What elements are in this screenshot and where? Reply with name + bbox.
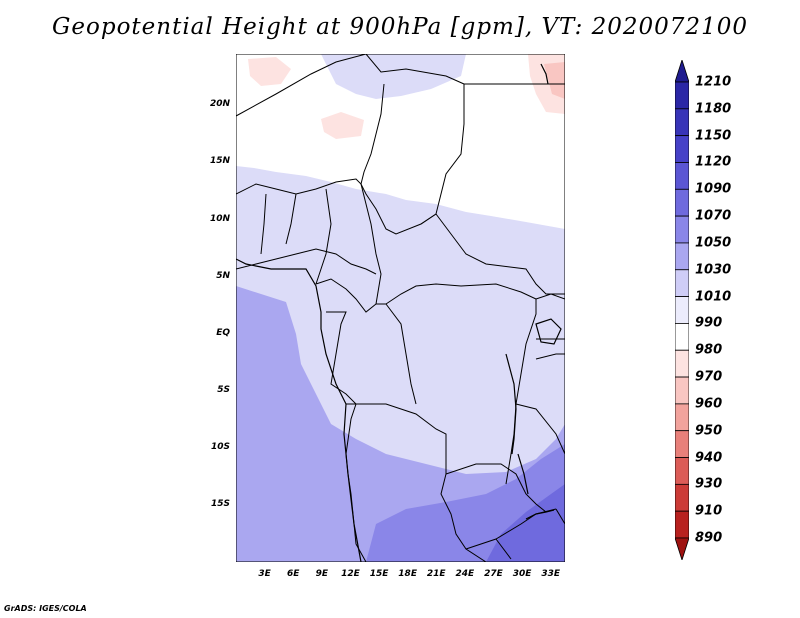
lon-tick-label: 3E xyxy=(258,569,271,579)
lon-tick-label: 18E xyxy=(398,569,417,579)
lon-tick-label: 9E xyxy=(315,569,329,579)
colorbar-segment xyxy=(675,376,689,405)
colorbar-segment xyxy=(675,323,689,351)
colorbar-level-label: 1070 xyxy=(695,208,732,224)
colorbar-level-label: 1150 xyxy=(695,128,732,144)
height-field-south-1050 xyxy=(236,286,565,562)
height-field-pink-ne-darker xyxy=(544,62,565,99)
lat-tick-label: 10S xyxy=(210,441,230,452)
colorbar-level-label: 1090 xyxy=(695,181,732,197)
lon-tick-label: 21E xyxy=(426,569,446,579)
colorbar-segment xyxy=(675,215,689,244)
colorbar-segment xyxy=(675,188,689,217)
colorbar-segment xyxy=(675,242,689,271)
lat-tick-label: 5N xyxy=(216,270,230,281)
height-field-north-white xyxy=(236,54,565,229)
lon-tick-label: 33E xyxy=(541,569,561,579)
lat-tick-label: 5S xyxy=(217,384,230,395)
lat-tick-label: 15S xyxy=(210,498,230,509)
colorbar-level-label: 1210 xyxy=(695,74,732,90)
colorbar-level-label: 930 xyxy=(695,476,723,492)
lat-tick-label: EQ xyxy=(216,327,230,338)
height-field-north-lavender xyxy=(321,54,466,99)
colorbar-segment xyxy=(675,430,689,458)
lon-tick-label: 15E xyxy=(369,569,389,579)
colorbar-segment xyxy=(675,403,689,432)
height-field-north-lavender-2 xyxy=(236,166,256,184)
colorbar-segment xyxy=(675,81,689,110)
colorbar-level-label: 1050 xyxy=(695,235,732,251)
colorbar-segment xyxy=(675,483,689,512)
colorbar-level-label: 1010 xyxy=(695,289,732,305)
colorbar-segment xyxy=(675,162,689,190)
colorbar-level-label: 890 xyxy=(695,530,723,546)
height-field-south-1090 xyxy=(486,484,565,562)
map-plot xyxy=(236,54,565,562)
colorbar-level-label: 1120 xyxy=(695,154,732,170)
colorbar-segment xyxy=(675,108,689,137)
colorbar-segment xyxy=(675,349,689,378)
colorbar-segment xyxy=(675,135,689,163)
colorbar-level-label: 1180 xyxy=(695,101,732,117)
lat-tick-label: 15N xyxy=(209,156,230,167)
colorbar-level-label: 980 xyxy=(695,342,723,358)
colorbar-segment xyxy=(675,510,689,539)
height-field-pink-nw xyxy=(248,57,291,86)
colorbar-top-triangle xyxy=(675,60,689,83)
lon-tick-label: 12E xyxy=(341,569,360,579)
colorbar-level-label: 1030 xyxy=(695,262,732,278)
lon-tick-label: 27E xyxy=(484,569,503,579)
lon-tick-label: 6E xyxy=(286,569,300,579)
lon-tick-label: 24E xyxy=(455,569,475,579)
colorbar-level-label: 910 xyxy=(695,503,723,519)
coastlines-and-lakes xyxy=(236,63,562,562)
colorbar-segment xyxy=(675,296,689,324)
colorbar-level-label: 940 xyxy=(695,450,723,466)
colorbar-bottom-triangle xyxy=(675,537,689,560)
height-field-pink-center xyxy=(321,112,364,139)
credit-text: GrADS: IGES/COLA xyxy=(4,604,87,613)
colorbar-level-label: 950 xyxy=(695,423,723,439)
colorbar-level-label: 990 xyxy=(695,315,723,331)
colorbar-level-label: 970 xyxy=(695,369,723,385)
colorbar-level-label: 960 xyxy=(695,396,723,412)
colorbar-segment xyxy=(675,457,689,485)
lon-tick-label: 30E xyxy=(512,569,532,579)
colorbar-segment xyxy=(675,269,689,297)
map-title: Geopotential Height at 900hPa [gpm], VT:… xyxy=(52,14,748,40)
colorbar xyxy=(675,60,689,560)
lat-tick-label: 10N xyxy=(209,213,230,224)
lat-tick-label: 20N xyxy=(209,99,230,110)
